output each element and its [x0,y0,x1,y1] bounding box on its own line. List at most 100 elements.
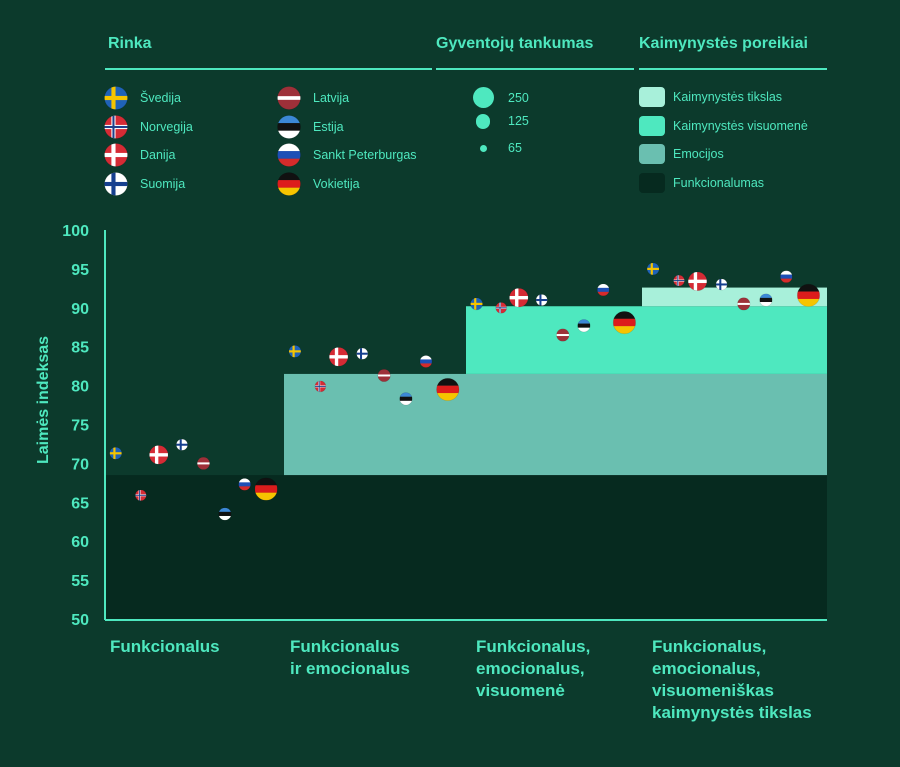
legend-market-ee: Estija [277,114,344,139]
point-fi-0 [176,438,188,451]
point-dk-0 [149,445,169,465]
point-se-1 [288,345,302,358]
point-ru-3 [779,270,793,284]
legend-density-125: 125 [468,114,529,129]
legend-market-ru: Sankt Peterburgas [277,143,417,168]
point-se-2 [470,297,483,311]
point-de-3 [796,283,821,307]
y-tick-label: 80 [71,379,89,396]
y-tick-labels: 50 55 60 65 70 75 80 85 90 95 100 [62,223,89,629]
legend-density-65: 65 [468,141,522,155]
legend-need-1: Kaimynystės visuomenė [639,115,808,136]
legend-market-fi: Suomija [104,172,185,196]
legend-density-rule [436,68,634,70]
y-tick-label: 50 [71,612,89,629]
point-no-0 [135,489,147,502]
y-tick-label: 65 [71,495,89,512]
legend-market-label: Vokietija [313,177,360,192]
band-functional-3 [642,475,827,619]
category-label-functional: Funkcionalus [110,637,220,656]
flag-icon [277,143,301,168]
point-no-2 [495,302,507,314]
y-tick-label: 100 [62,223,89,240]
band-emotions-2 [466,373,642,476]
flag-icon [277,172,301,196]
legend-need-label: Kaimynystės visuomenė [673,118,808,133]
legend-market-no: Norvegija [104,114,193,139]
point-fi-3 [715,278,728,291]
point-no-3 [673,274,685,287]
point-ru-0 [238,478,251,491]
band-functional-2 [466,475,642,619]
flag-icon [277,86,301,110]
legend-market-label: Švedija [140,91,181,105]
point-ru-1 [419,355,433,368]
y-axis-label: Laimės indeksas [35,335,52,464]
density-label: 250 [508,90,529,105]
flag-de-icon [277,172,301,196]
legend-swatch [639,172,665,193]
density-dot [472,87,494,108]
band-purpose-3 [642,287,827,307]
category-label-functional-emotional-society: Funkcionalus, emocionalus, visuomenė [476,637,591,700]
y-tick-label: 55 [71,573,89,590]
point-no-1 [314,380,327,393]
y-tick-label: 60 [71,534,89,551]
legend-market-rule [105,68,432,70]
point-se-0 [109,446,123,460]
legend-market-label: Danija [140,148,176,163]
density-label: 125 [508,114,529,129]
flag-se-icon [104,86,128,110]
point-dk-2 [509,288,529,308]
point-fi-1 [356,347,369,360]
y-tick-label: 70 [71,456,89,473]
legend-market-dk: Danija [104,143,176,168]
legend-need-3: Funkcionalumas [639,172,764,193]
point-lv-1 [377,368,391,383]
flag-icon [104,86,128,110]
legend-market-de: Vokietija [277,172,360,196]
legend-market-label: Sankt Peterburgas [313,148,417,163]
band-emotions-3 [642,373,827,476]
point-se-3 [646,262,660,276]
legend-market-label: Latvija [313,91,350,105]
legend-need-0: Kaimynystės tikslas [639,87,782,107]
point-ee-3 [759,293,773,307]
y-tick-label: 90 [71,301,89,318]
legend-density-title: Gyventojų tankumas [436,35,594,52]
y-tick-label: 75 [71,418,89,435]
point-de-2 [612,311,636,335]
point-lv-2 [556,328,570,342]
legend-swatch [639,144,665,165]
legend-swatch [639,115,665,136]
flag-icon [104,172,128,196]
flag-lv-icon [277,86,301,110]
legend-need-label: Kaimynystės tikslas [673,90,783,104]
point-fi-2 [535,294,548,306]
point-ee-1 [399,392,413,406]
point-lv-3 [737,297,751,311]
y-tick-label: 85 [71,340,89,357]
legend-market-title: Rinka [108,35,152,52]
legend-density-250: 250 [468,87,529,108]
category-label-full-purpose: Funkcionalus, emocionalus, visuomeniškas… [652,637,812,722]
legend-needs-title: Kaimynystės poreikiai [639,35,808,52]
band-functional-0 [105,475,284,619]
density-label: 65 [508,141,522,155]
legend-market-label: Estija [313,119,344,134]
category-label-functional-emotional: Funkcionalus ir emocionalus [290,637,410,678]
data-points [109,262,821,521]
density-dot [475,114,491,129]
band-emotions-1 [284,373,466,476]
legend-need-label: Emocijos [673,147,724,162]
band-society-3 [642,306,827,374]
flag-icon [104,143,128,168]
legend-market-label: Norvegija [140,119,193,134]
point-dk-3 [687,271,708,292]
point-ee-0 [218,507,232,521]
point-lv-0 [196,456,211,470]
flag-icon [104,114,128,139]
point-de-1 [436,377,460,402]
band-society-2 [466,306,642,374]
